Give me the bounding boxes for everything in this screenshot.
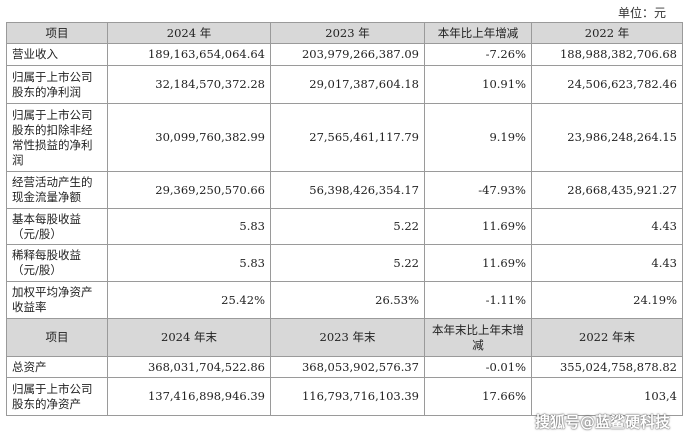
table-row: 归属于上市公司股东的扣除非经常性损益的净利润 30,099,760,382.99…: [6, 103, 683, 172]
table-cell: 30,099,760,382.99: [107, 103, 271, 172]
table-cell: 23,986,248,264.15: [531, 103, 683, 172]
table-cell: 24,506,623,782.46: [531, 65, 683, 104]
table-cell: 4.43: [531, 244, 683, 282]
table-row: 归属于上市公司股东的净资产 137,416,898,946.39 116,793…: [6, 377, 683, 416]
row-label: 总资产: [6, 356, 108, 378]
table-cell: 4.43: [531, 208, 683, 245]
table-cell: 189,163,654,064.64: [107, 43, 271, 66]
table-cell: 25.42%: [107, 281, 271, 319]
row-label: 经营活动产生的现金流量净额: [6, 171, 108, 209]
table-header-row: 项目 2024 年 2023 年 本年比上年增减 2022 年: [6, 22, 683, 44]
table-cell: -1.11%: [424, 281, 532, 319]
table-cell: 5.22: [270, 208, 425, 245]
table-cell: 103,4: [531, 377, 683, 416]
table-row: 基本每股收益（元/股） 5.83 5.22 11.69% 4.43: [6, 208, 683, 245]
table-cell: -0.01%: [424, 356, 532, 378]
row-label: 营业收入: [6, 43, 108, 66]
row-label: 加权平均净资产收益率: [6, 281, 108, 319]
table-cell: -7.26%: [424, 43, 532, 66]
table-cell: 355,024,758,878.82: [531, 356, 683, 378]
table-cell: 188,988,382,706.68: [531, 43, 683, 66]
table-cell: 26.53%: [270, 281, 425, 319]
table-cell: 11.69%: [424, 244, 532, 282]
table-cell: -47.93%: [424, 171, 532, 209]
table-row: 加权平均净资产收益率 25.42% 26.53% -1.11% 24.19%: [6, 281, 683, 319]
table-cell: 29,369,250,570.66: [107, 171, 271, 209]
table-cell: 24.19%: [531, 281, 683, 319]
header-cell: 2022 年末: [531, 318, 683, 357]
header-cell: 2023 年: [270, 22, 425, 44]
table-cell: 28,668,435,921.27: [531, 171, 683, 209]
header-cell: 项目: [6, 318, 108, 357]
table-row: 经营活动产生的现金流量净额 29,369,250,570.66 56,398,4…: [6, 171, 683, 209]
header-cell: 本年比上年增减: [424, 22, 532, 44]
table-row: 归属于上市公司股东的净利润 32,184,570,372.28 29,017,3…: [6, 65, 683, 104]
table-cell: 5.83: [107, 208, 271, 245]
table-cell: 116,793,716,103.39: [270, 377, 425, 416]
financial-table: 项目 2024 年 2023 年 本年比上年增减 2022 年 营业收入 189…: [6, 22, 683, 416]
table-cell: 11.69%: [424, 208, 532, 245]
table-cell: 32,184,570,372.28: [107, 65, 271, 104]
unit-label: 单位：元: [617, 6, 666, 20]
table-cell: 203,979,266,387.09: [270, 43, 425, 66]
table-cell: 27,565,461,117.79: [270, 103, 425, 172]
table-cell: 368,053,902,576.37: [270, 356, 425, 378]
table-cell: 5.22: [270, 244, 425, 282]
watermark: 搜狐号@蓝鲨硬科技: [534, 413, 670, 431]
table-cell: 5.83: [107, 244, 271, 282]
row-label: 归属于上市公司股东的扣除非经常性损益的净利润: [6, 103, 108, 172]
row-label: 归属于上市公司股东的净利润: [6, 65, 108, 104]
header-cell: 2024 年: [107, 22, 271, 44]
table-cell: 29,017,387,604.18: [270, 65, 425, 104]
header-cell: 2023 年末: [270, 318, 425, 357]
row-label: 归属于上市公司股东的净资产: [6, 377, 108, 416]
table-row: 营业收入 189,163,654,064.64 203,979,266,387.…: [6, 43, 683, 66]
table-cell: 17.66%: [424, 377, 532, 416]
table-cell: 9.19%: [424, 103, 532, 172]
header-cell: 2024 年末: [107, 318, 271, 357]
table-header-row: 项目 2024 年末 2023 年末 本年末比上年末增减 2022 年末: [6, 318, 683, 357]
header-cell: 2022 年: [531, 22, 683, 44]
table-cell: 10.91%: [424, 65, 532, 104]
table-cell: 368,031,704,522.86: [107, 356, 271, 378]
header-cell: 本年末比上年末增减: [424, 318, 532, 357]
table-cell: 137,416,898,946.39: [107, 377, 271, 416]
row-label: 稀释每股收益（元/股）: [6, 244, 108, 282]
table-row: 总资产 368,031,704,522.86 368,053,902,576.3…: [6, 356, 683, 378]
table-cell: 56,398,426,354.17: [270, 171, 425, 209]
header-cell: 项目: [6, 22, 108, 44]
row-label: 基本每股收益（元/股）: [6, 208, 108, 245]
table-row: 稀释每股收益（元/股） 5.83 5.22 11.69% 4.43: [6, 244, 683, 282]
